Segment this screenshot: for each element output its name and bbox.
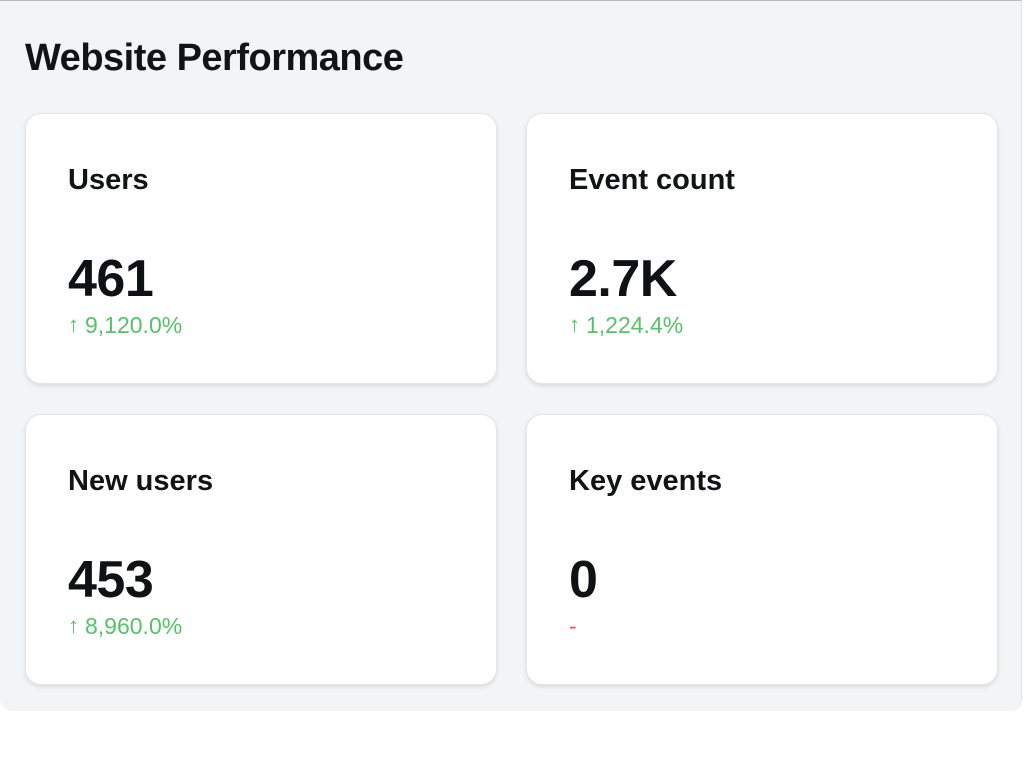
metric-change: ↑ 8,960.0% [68,613,182,639]
metric-change-value: 1,224.4% [586,312,684,338]
website-performance-panel: Website Performance Users 461 ↑ 9,120.0%… [0,0,1022,711]
metric-card-key-events[interactable]: Key events 0 - [526,414,998,685]
metric-change-value: - [569,613,577,639]
metric-change: - [569,613,577,639]
arrow-up-icon: ↑ [68,613,79,638]
arrow-up-icon: ↑ [569,312,580,337]
metric-change: ↑ 1,224.4% [569,312,683,338]
metric-change-value: 8,960.0% [85,613,183,639]
metric-value: 2.7K [569,250,677,308]
page-title: Website Performance [25,37,404,79]
metric-card-event-count[interactable]: Event count 2.7K ↑ 1,224.4% [526,113,998,384]
arrow-up-icon: ↑ [68,312,79,337]
metric-card-new-users[interactable]: New users 453 ↑ 8,960.0% [25,414,497,685]
metric-change-value: 9,120.0% [85,312,183,338]
metric-value: 461 [68,250,154,308]
metric-card-users[interactable]: Users 461 ↑ 9,120.0% [25,113,497,384]
metric-label: Event count [569,164,735,196]
metric-value: 0 [569,551,598,609]
metric-label: New users [68,465,214,497]
metric-label: Users [68,164,149,196]
metric-label: Key events [569,465,723,497]
metric-change: ↑ 9,120.0% [68,312,182,338]
metric-value: 453 [68,551,154,609]
